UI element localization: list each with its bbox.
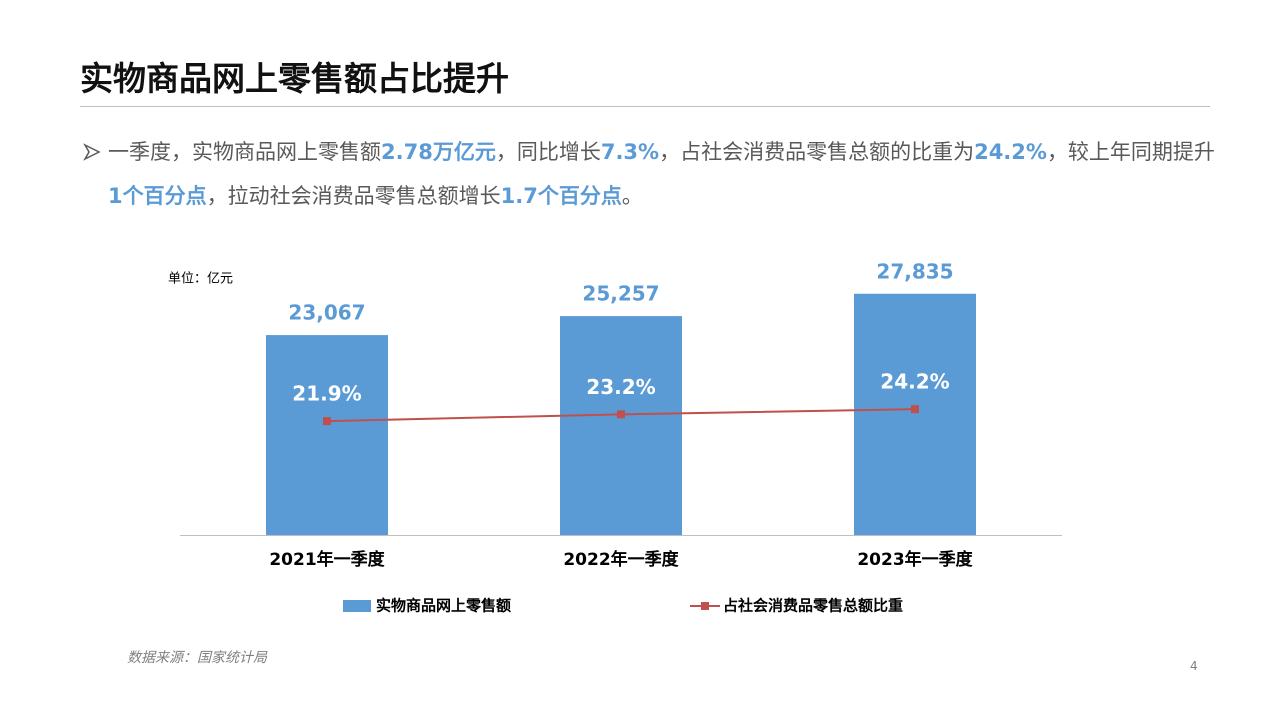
source-note: 数据来源：国家统计局 <box>127 650 267 666</box>
slide-title: 实物商品网上零售额占比提升 <box>80 59 509 98</box>
page-number: 4 <box>1190 659 1198 673</box>
text: 。 <box>621 184 643 208</box>
line-value-label: 21.9% <box>292 382 361 406</box>
line-value-label: 23.2% <box>586 375 655 399</box>
highlight-text: 7.3% <box>600 140 660 164</box>
highlight-text: 2.78万亿元 <box>381 140 496 164</box>
title-rule <box>80 106 1210 107</box>
legend-swatch <box>343 600 371 612</box>
bar-value-label: 25,257 <box>582 282 659 306</box>
bar <box>560 316 682 535</box>
legend-swatch <box>701 602 709 610</box>
line-value-label: 24.2% <box>880 370 949 394</box>
x-tick-label: 2022年一季度 <box>563 549 679 570</box>
line-marker <box>911 405 919 414</box>
x-tick-label: 2023年一季度 <box>857 549 973 570</box>
highlight-text: 1个百分点 <box>108 184 207 208</box>
bar-value-label: 27,835 <box>876 259 953 283</box>
text: 一季度，实物商品网上零售额 <box>108 140 381 164</box>
summary-paragraph: 一季度，实物商品网上零售额2.78万亿元，同比增长7.3%，占社会消费品零售总额… <box>108 130 1220 218</box>
legend-label: 实物商品网上零售额 <box>376 597 511 615</box>
line-marker <box>323 417 331 426</box>
text: ，拉动社会消费品零售总额增长 <box>206 184 501 208</box>
text: ，较上年同期提升 <box>1046 140 1215 164</box>
bar <box>854 293 976 535</box>
x-tick-label: 2021年一季度 <box>269 549 385 570</box>
highlight-text: 24.2% <box>974 140 1047 164</box>
bar-value-label: 23,067 <box>288 301 365 325</box>
unit-label: 单位：亿元 <box>168 272 233 287</box>
legend-label: 占社会消费品零售总额比重 <box>723 597 903 615</box>
highlight-text: 1.7个百分点 <box>500 184 622 208</box>
line-marker <box>617 410 625 419</box>
text: ，同比增长 <box>495 140 601 164</box>
bullet-icon <box>83 143 101 161</box>
text: ，占社会消费品零售总额的比重为 <box>659 140 975 164</box>
bar <box>266 335 388 535</box>
